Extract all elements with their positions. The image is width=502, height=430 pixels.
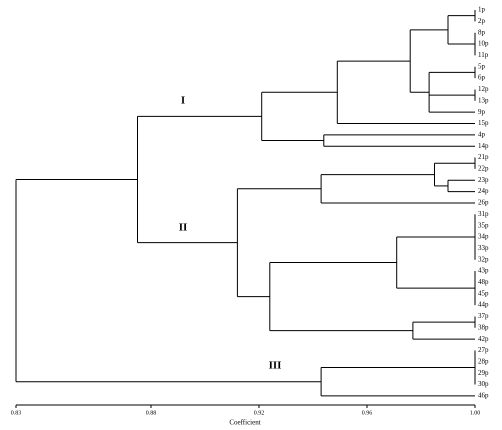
leaf-label: 27p [478,346,489,354]
leaf-label: 45p [478,289,489,297]
leaf-label: 5p [478,62,486,70]
leaf-label: 9p [478,108,486,116]
leaf-label: 48p [478,278,489,286]
leaf-label: 30p [478,380,489,388]
leaf-label: 34p [478,233,489,241]
leaf-label: 29p [478,369,489,377]
x-tick-label: 1.00 [470,410,481,416]
leaf-label: 21p [478,153,489,161]
leaf-label: 13p [478,96,489,104]
cluster-label: I [181,95,185,107]
leaf-label: 10p [478,40,489,48]
leaf-label: 43p [478,267,489,275]
leaf-label: 6p [478,74,486,82]
cluster-label: II [179,222,188,234]
leaf-label: 28p [478,357,489,365]
leaf-label: 1p [478,6,486,14]
cluster-label: III [269,360,282,372]
leaf-label: 2p [478,17,486,25]
x-tick-label: 0.96 [362,410,373,416]
leaf-label: 32p [478,255,489,263]
leaf-label: 38p [478,323,489,331]
leaf-label: 35p [478,221,489,229]
leaf-label: 12p [478,85,489,93]
x-tick-label: 0.83 [11,410,22,416]
leaf-label: 11p [478,51,489,59]
leaf-label: 44p [478,301,489,309]
leaf-label: 22p [478,165,489,173]
leaf-label: 37p [478,312,489,320]
x-tick-label: 0.92 [254,410,265,416]
leaf-label: 26p [478,199,489,207]
leaf-label: 4p [478,130,486,138]
leaf-label: 42p [478,335,489,343]
x-axis-label: Coefficient [229,419,260,427]
leaf-label: 33p [478,244,489,252]
x-tick-label: 0.88 [146,410,157,416]
leaf-label: 15p [478,119,489,127]
leaf-label: 14p [478,142,489,150]
leaf-label: 24p [478,187,489,195]
leaf-label: 23p [478,176,489,184]
leaf-label: 31p [478,210,489,218]
leaf-label: 8p [478,28,486,36]
leaf-label: 46p [478,392,489,400]
